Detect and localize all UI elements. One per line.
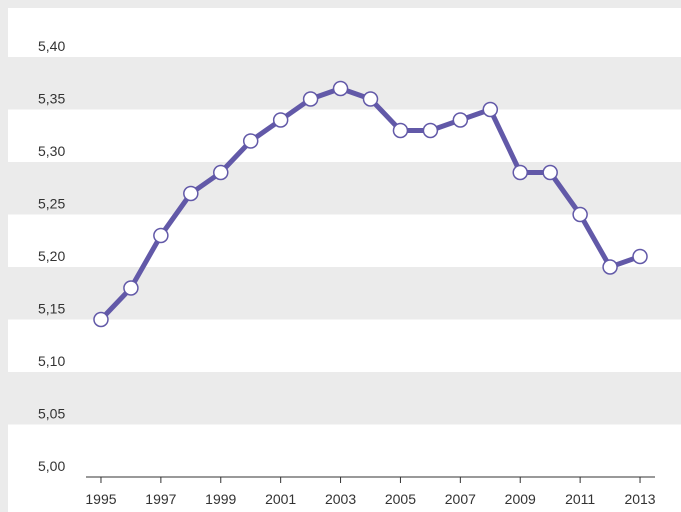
data-point — [632, 248, 648, 265]
y-tick-label: 5,35 — [38, 91, 65, 107]
data-point — [213, 164, 229, 181]
y-tick-label: 5,30 — [38, 143, 65, 159]
data-point — [512, 164, 528, 181]
data-point — [93, 311, 109, 328]
data-point — [362, 91, 379, 107]
data-point — [572, 206, 588, 223]
grid-band — [8, 162, 681, 215]
x-tick-label: 2005 — [385, 491, 416, 507]
x-tick-label: 2007 — [445, 491, 476, 507]
y-tick-label: 5,00 — [38, 458, 65, 474]
data-point — [542, 164, 558, 181]
y-tick-label: 5,20 — [38, 248, 65, 264]
x-tick-label: 2011 — [565, 491, 595, 507]
data-point — [482, 101, 499, 118]
data-point — [452, 112, 469, 128]
data-point — [332, 80, 349, 97]
x-tick-label: 1999 — [205, 491, 236, 507]
data-point — [602, 259, 618, 275]
grid-band — [8, 372, 681, 425]
x-tick-label: 1997 — [145, 491, 176, 507]
y-tick-label: 5,25 — [38, 196, 65, 212]
grid-band — [8, 267, 681, 320]
data-point — [123, 280, 139, 296]
y-tick-label: 5,05 — [38, 406, 65, 422]
data-point — [242, 133, 259, 149]
y-tick-label: 5,15 — [38, 301, 65, 317]
x-tick-label: 2001 — [265, 491, 296, 507]
data-point — [272, 112, 289, 128]
x-tick-label: 2009 — [505, 491, 536, 507]
data-point — [392, 122, 409, 139]
data-point — [153, 227, 169, 244]
data-point — [302, 91, 319, 107]
x-tick-label: 2003 — [325, 491, 356, 507]
data-point — [183, 185, 199, 202]
y-tick-label: 5,10 — [38, 353, 65, 369]
x-tick-label: 2013 — [624, 491, 655, 507]
data-point — [422, 122, 439, 139]
x-tick-label: 1995 — [85, 491, 116, 507]
y-tick-label: 5,40 — [38, 38, 65, 54]
